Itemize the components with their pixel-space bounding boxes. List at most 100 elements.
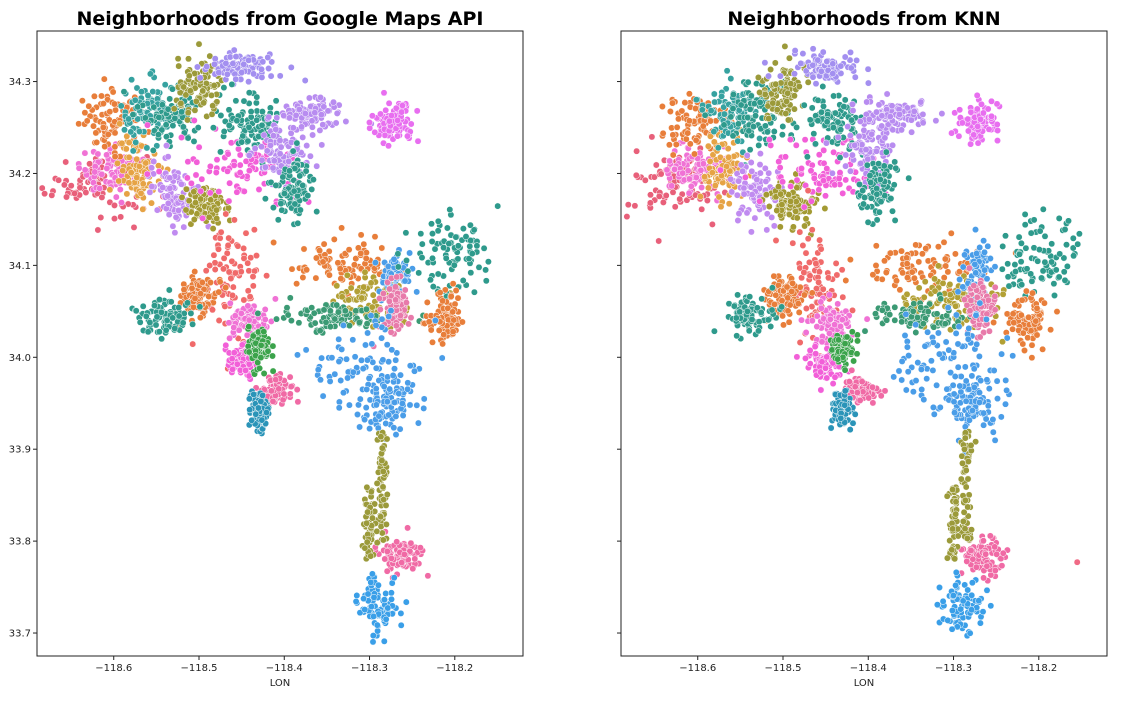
scatter-point xyxy=(176,304,182,310)
scatter-point xyxy=(251,227,257,233)
scatter-point xyxy=(287,391,293,397)
scatter-point xyxy=(440,244,446,250)
scatter-point xyxy=(377,306,383,312)
scatter-point xyxy=(346,402,352,408)
scatter-point xyxy=(832,182,838,188)
scatter-point xyxy=(769,214,775,220)
scatter-point xyxy=(796,309,802,315)
scatter-point xyxy=(370,613,376,619)
scatter-point xyxy=(686,91,692,97)
scatter-point xyxy=(798,165,804,171)
scatter-point xyxy=(830,61,836,67)
scatter-point xyxy=(471,289,477,295)
scatter-point xyxy=(711,128,717,134)
scatter-point xyxy=(344,375,350,381)
scatter-point xyxy=(460,277,466,283)
scatter-point xyxy=(790,240,796,246)
scatter-point xyxy=(853,57,859,63)
scatter-point xyxy=(210,225,216,231)
scatter-point xyxy=(795,300,801,306)
scatter-point xyxy=(198,188,204,194)
scatter-point xyxy=(429,255,435,261)
scatter-point xyxy=(920,120,926,126)
scatter-point xyxy=(123,146,129,152)
scatter-point xyxy=(240,245,246,251)
scatter-point xyxy=(291,188,297,194)
scatter-point xyxy=(439,355,445,361)
scatter-point xyxy=(882,171,888,177)
scatter-point xyxy=(363,404,369,410)
scatter-point xyxy=(61,182,67,188)
scatter-point xyxy=(908,129,914,135)
scatter-point xyxy=(384,399,390,405)
scatter-point xyxy=(118,199,124,205)
scatter-point xyxy=(281,112,287,118)
scatter-point xyxy=(425,573,431,579)
scatter-point xyxy=(173,214,179,220)
scatter-point xyxy=(293,112,299,118)
scatter-point xyxy=(261,370,267,376)
scatter-point xyxy=(113,194,119,200)
scatter-point xyxy=(860,187,866,193)
scatter-point xyxy=(793,124,799,130)
scatter-point xyxy=(816,269,822,275)
scatter-point xyxy=(381,90,387,96)
scatter-point xyxy=(134,104,140,110)
scatter-point xyxy=(239,342,245,348)
scatter-point xyxy=(755,74,761,80)
scatter-point xyxy=(160,184,166,190)
scatter-point xyxy=(385,263,391,269)
scatter-point xyxy=(746,128,752,134)
scatter-point xyxy=(705,143,711,149)
scatter-point xyxy=(112,130,118,136)
scatter-point xyxy=(175,207,181,213)
x-tick-label: −118.2 xyxy=(436,663,473,674)
scatter-point xyxy=(260,59,266,65)
scatter-point xyxy=(808,168,814,174)
scatter-point xyxy=(357,396,363,402)
scatter-point xyxy=(918,99,924,105)
scatter-point xyxy=(363,520,369,526)
scatter-point xyxy=(397,313,403,319)
scatter-point xyxy=(148,200,154,206)
scatter-point xyxy=(296,106,302,112)
scatter-point xyxy=(151,302,157,308)
scatter-point xyxy=(882,135,888,141)
scatter-point xyxy=(368,603,374,609)
scatter-point xyxy=(143,160,149,166)
scatter-point xyxy=(701,174,707,180)
scatter-point xyxy=(163,122,169,128)
scatter-point xyxy=(699,206,705,212)
scatter-point xyxy=(156,114,162,120)
scatter-point xyxy=(91,93,97,99)
scatter-point xyxy=(386,100,392,106)
scatter-point xyxy=(837,154,843,160)
scatter-point xyxy=(95,151,101,157)
scatter-point xyxy=(265,65,271,71)
scatter-point xyxy=(994,137,1000,143)
scatter-point xyxy=(231,217,237,223)
scatter-point xyxy=(159,102,165,108)
scatter-point xyxy=(402,287,408,293)
scatter-point xyxy=(95,227,101,233)
scatter-point xyxy=(181,84,187,90)
scatter-point xyxy=(728,176,734,182)
scatter-point xyxy=(307,153,313,159)
scatter-point xyxy=(188,310,194,316)
scatter-point xyxy=(216,188,222,194)
scatter-point xyxy=(735,217,741,223)
scatter-point xyxy=(346,297,352,303)
scatter-point xyxy=(368,312,374,318)
scatter-point xyxy=(806,259,812,265)
scatter-point xyxy=(303,168,309,174)
scatter-point xyxy=(429,230,435,236)
scatter-point xyxy=(362,606,368,612)
scatter-point xyxy=(147,71,153,77)
scatter-point xyxy=(876,102,882,108)
scatter-point xyxy=(726,154,732,160)
scatter-point xyxy=(366,375,372,381)
scatter-point xyxy=(820,286,826,292)
scatter-point xyxy=(808,198,814,204)
scatter-point xyxy=(364,321,370,327)
scatter-point xyxy=(830,124,836,130)
